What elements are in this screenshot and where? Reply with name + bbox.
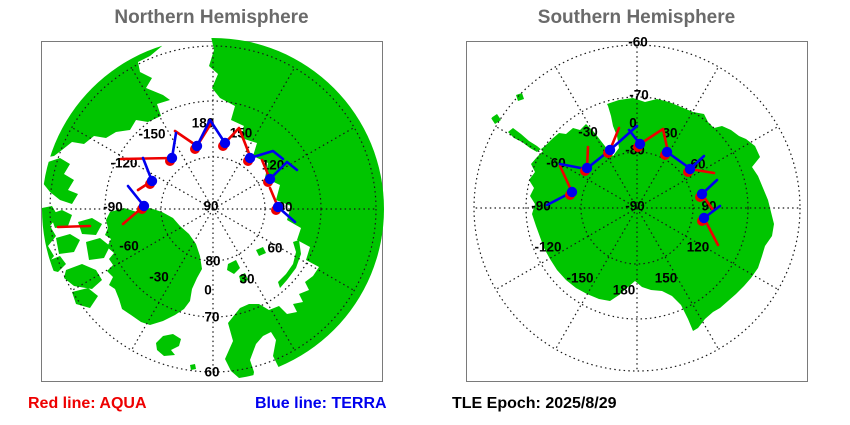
landmass [86, 238, 110, 260]
terra-marker-dot [146, 175, 158, 187]
landmass [243, 124, 254, 134]
landmass [239, 273, 248, 283]
aqua-legend: Red line: AQUA [28, 395, 147, 413]
landmass [72, 288, 98, 308]
terra-track-segment [268, 160, 299, 181]
landmass [64, 264, 102, 289]
latitude-label: -60 [628, 35, 648, 50]
longitude-label: -150 [138, 127, 165, 142]
landmass [227, 260, 240, 274]
longitude-label: 0 [204, 283, 212, 298]
south-map-title: Southern Hemisphere [537, 7, 736, 28]
terra-marker-dot [264, 173, 276, 185]
tle-epoch: TLE Epoch: 2025/8/29 [452, 395, 617, 413]
longitude-label: -120 [534, 240, 561, 255]
terra-marker-dot [661, 146, 673, 158]
latitude-circle [49, 45, 377, 373]
longitude-label: 60 [267, 241, 282, 256]
landmass [508, 98, 774, 331]
landmass [105, 208, 202, 325]
longitude-label: -30 [578, 125, 598, 140]
landmass [56, 234, 80, 254]
landmass [278, 240, 301, 288]
terra-marker-dot [634, 138, 646, 150]
longitude-label: -90 [103, 200, 123, 215]
terra-marker-dot [138, 200, 150, 212]
terra-track-segment [195, 118, 227, 148]
terra-marker-dot [684, 163, 696, 175]
latitude-circle [473, 44, 801, 372]
aqua-legend-value: AQUA [95, 395, 147, 412]
latitude-circle [104, 100, 322, 318]
terra-marker-dot [698, 212, 710, 224]
aqua-track-segment [119, 156, 174, 161]
latitude-label: 90 [203, 199, 218, 214]
terra-marker-dot [566, 186, 578, 198]
northern-hemisphere-map: 180 -150 150 -120 120 -90 90 -60 60 -30 30 0 90 80 70 6… [41, 38, 384, 382]
landmass [190, 364, 196, 370]
latitude-label: -70 [629, 88, 649, 103]
terra-marker-dot [581, 162, 593, 174]
latitude-circle [525, 96, 749, 320]
terra-legend: Blue line: TERRA [255, 395, 387, 413]
longitude-label: -60 [119, 239, 139, 254]
landmass [491, 114, 501, 124]
aqua-track-segment [638, 127, 670, 154]
latitude-label: 80 [205, 254, 220, 269]
terra-marker-dot [696, 188, 708, 200]
terra-marker-dot [244, 152, 256, 164]
latitude-circle [580, 151, 694, 265]
north-map-svg: 180-150 150-120 120-90 90-60 60-30 3009080706… [42, 38, 384, 380]
landmass [516, 93, 524, 101]
aqua-track-segment [56, 224, 92, 229]
north-map-title: Northern Hemisphere [114, 7, 309, 28]
southern-hemisphere-map: 0 -30 30 -60 60 -90 90 -120 120 -150 150 180 -60 -70-… [466, 35, 808, 382]
terra-legend-value: TERRA [327, 395, 387, 412]
terra-marker-dot [604, 144, 616, 156]
aqua-track-segment [223, 126, 252, 158]
landmass [156, 334, 181, 356]
latitude-label: 60 [204, 365, 219, 380]
longitude-label: 120 [687, 240, 710, 255]
latitude-label: -90 [625, 199, 645, 214]
terra-track-segment [248, 149, 285, 161]
landmass [50, 210, 72, 228]
aqua-legend-label: Red line: [28, 395, 96, 412]
landmass [209, 38, 384, 380]
landmass [42, 158, 78, 204]
terra-legend-label: Blue line: [255, 395, 328, 412]
longitude-label: 30 [239, 272, 254, 287]
tle-epoch-value: 2025/8/29 [540, 395, 617, 412]
longitude-label: -150 [566, 271, 593, 286]
longitude-label: 0 [629, 116, 637, 131]
terra-marker-dot [191, 140, 203, 152]
latitude-label: 70 [204, 310, 219, 325]
landmass [50, 256, 66, 272]
longitude-label: -90 [531, 199, 551, 214]
terra-marker-dot [166, 152, 178, 164]
south-map-svg: 0-30 30-60 60-90 90-120 120-150 150180-60-70-… [473, 35, 801, 372]
longitude-label: 30 [662, 126, 677, 141]
longitude-label: -60 [546, 156, 566, 171]
terra-marker-dot [219, 137, 231, 149]
longitude-label: 150 [655, 271, 678, 286]
longitude-label: 180 [613, 283, 636, 298]
terra-marker-dot [272, 201, 284, 213]
landmass [256, 247, 266, 256]
longitude-label: -30 [149, 270, 169, 285]
tle-epoch-label: TLE Epoch: [452, 395, 541, 412]
